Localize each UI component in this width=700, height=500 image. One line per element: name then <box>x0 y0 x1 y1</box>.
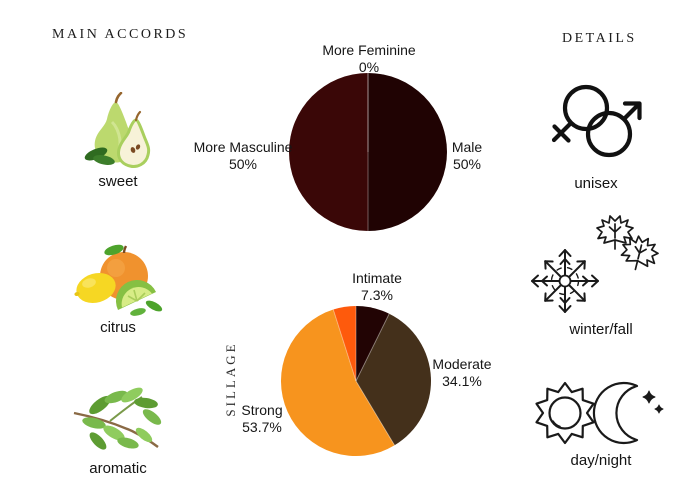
accord-item-aromatic: aromatic <box>60 383 176 479</box>
moon-icon <box>592 381 663 445</box>
pie-slice-intimate <box>356 306 390 381</box>
pie-slice-male <box>368 73 447 231</box>
sparkle-icon <box>654 404 663 414</box>
sun-icon <box>534 381 595 445</box>
snowflake-maple-leaves-icon <box>531 215 659 313</box>
sillage-label-intimate: Intimate 7.3% <box>352 270 402 303</box>
accord-item-citrus: citrus <box>60 244 176 338</box>
citrus-fruits-icon <box>74 244 163 316</box>
pie-slice-strong <box>280 309 395 457</box>
maple-leaf-icon <box>596 215 634 250</box>
sillage-label-strong: Strong 53.7% <box>241 402 283 435</box>
accord-label-sweet: sweet <box>98 173 138 190</box>
gender-pie-chart <box>289 73 447 231</box>
sun-moon-icon <box>534 381 663 445</box>
detail-item-time: day/night <box>528 377 674 471</box>
gender-unisex-icon <box>551 84 642 158</box>
detail-item-unisex: unisex <box>528 76 664 194</box>
pie-slice-divider <box>332 309 357 382</box>
accord-label-aromatic: aromatic <box>89 460 147 477</box>
detail-item-season: winter/fall <box>528 210 674 340</box>
herb-sprig-icon <box>73 387 162 450</box>
accord-item-sweet: sweet <box>60 92 176 192</box>
detail-label-time: day/night <box>570 452 632 469</box>
main-accords-title: MAIN ACCORDS <box>52 27 189 42</box>
details-title: DETAILS <box>562 31 637 46</box>
pie-slice-unlabeled <box>333 306 356 381</box>
accord-label-citrus: citrus <box>100 319 136 336</box>
sparkle-icon <box>642 390 655 404</box>
snowflake-icon <box>531 249 599 313</box>
detail-label-unisex: unisex <box>574 175 618 192</box>
gender-label-more-masculine: More Masculine 50% <box>193 139 293 172</box>
gender-label-male: Male 50% <box>451 139 483 172</box>
gender-label-more-feminine: More Feminine 0% <box>322 42 416 75</box>
maple-leaf-icon <box>620 235 659 271</box>
pie-slice-moderate <box>356 313 431 446</box>
pie-slice-divider <box>355 313 390 382</box>
detail-label-season: winter/fall <box>569 321 633 338</box>
pear-icon <box>84 92 151 168</box>
pie-slice-divider <box>355 380 396 446</box>
pie-slice-more-masculine <box>289 73 368 231</box>
sillage-label-moderate: Moderate 34.1% <box>432 356 492 389</box>
sillage-pie-chart <box>280 306 431 457</box>
